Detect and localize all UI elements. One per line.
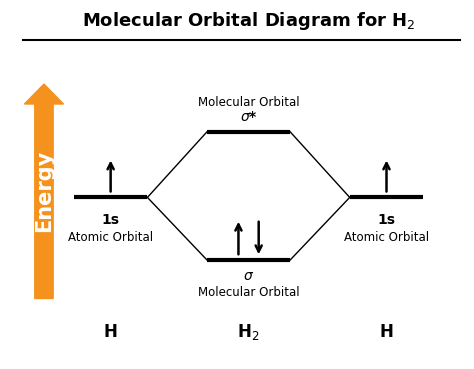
Text: 1s: 1s xyxy=(377,213,395,227)
Text: Energy: Energy xyxy=(34,150,54,232)
Text: $\sigma$*: $\sigma$* xyxy=(240,110,257,124)
Text: H: H xyxy=(380,323,393,341)
Text: H: H xyxy=(104,323,118,341)
Text: Molecular Orbital Diagram for H$_2$: Molecular Orbital Diagram for H$_2$ xyxy=(82,10,415,32)
Text: Molecular Orbital: Molecular Orbital xyxy=(198,96,300,108)
Text: Molecular Orbital: Molecular Orbital xyxy=(198,286,300,299)
Text: Atomic Orbital: Atomic Orbital xyxy=(68,231,153,244)
Text: Atomic Orbital: Atomic Orbital xyxy=(344,231,429,244)
Text: $\sigma$: $\sigma$ xyxy=(243,269,254,283)
Text: 1s: 1s xyxy=(101,213,119,227)
FancyArrow shape xyxy=(25,84,64,299)
Text: H$_2$: H$_2$ xyxy=(237,322,260,342)
